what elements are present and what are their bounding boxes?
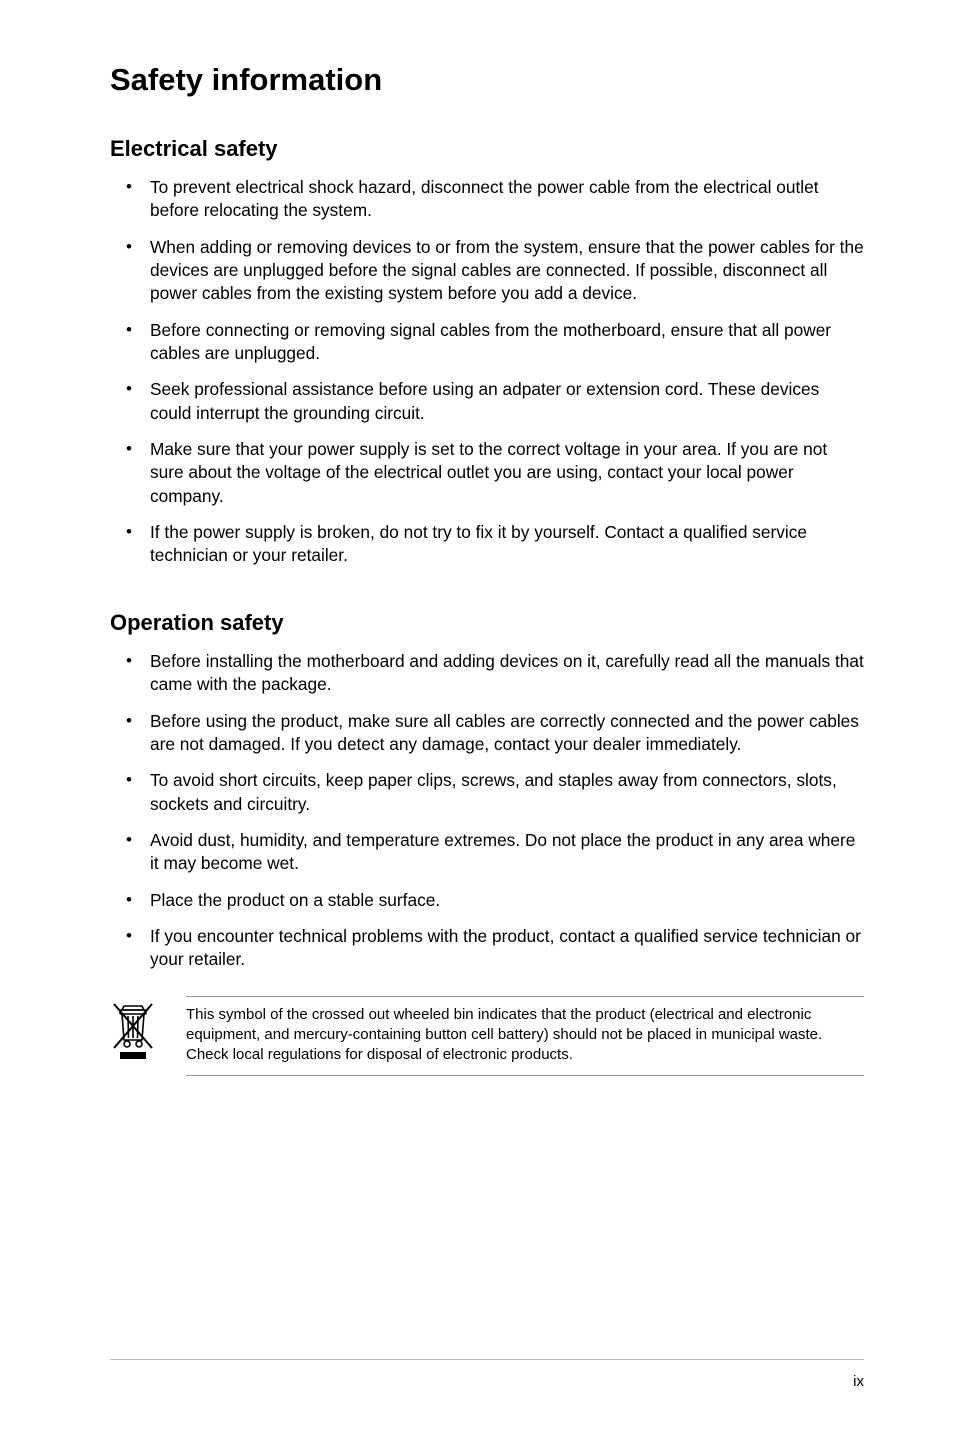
list-item: To avoid short circuits, keep paper clip… (110, 769, 864, 816)
notice-text-container: This symbol of the crossed out wheeled b… (186, 996, 864, 1077)
list-item: Before using the product, make sure all … (110, 710, 864, 757)
electrical-safety-list: To prevent electrical shock hazard, disc… (110, 176, 864, 568)
section-heading-operation: Operation safety (110, 610, 864, 636)
list-item: Avoid dust, humidity, and temperature ex… (110, 829, 864, 876)
page-number: ix (853, 1373, 864, 1390)
section-heading-electrical: Electrical safety (110, 136, 864, 162)
page-title: Safety information (110, 62, 864, 98)
weee-bin-icon (110, 1002, 156, 1067)
list-item: If you encounter technical problems with… (110, 925, 864, 972)
list-item: Before installing the motherboard and ad… (110, 650, 864, 697)
footer-divider (110, 1359, 864, 1360)
list-item: If the power supply is broken, do not tr… (110, 521, 864, 568)
list-item: Make sure that your power supply is set … (110, 438, 864, 508)
list-item: Seek professional assistance before usin… (110, 378, 864, 425)
operation-safety-list: Before installing the motherboard and ad… (110, 650, 864, 972)
weee-notice: This symbol of the crossed out wheeled b… (110, 996, 864, 1077)
list-item: When adding or removing devices to or fr… (110, 236, 864, 306)
list-item: To prevent electrical shock hazard, disc… (110, 176, 864, 223)
list-item: Before connecting or removing signal cab… (110, 319, 864, 366)
list-item: Place the product on a stable surface. (110, 889, 864, 912)
notice-text: This symbol of the crossed out wheeled b… (186, 1005, 864, 1066)
